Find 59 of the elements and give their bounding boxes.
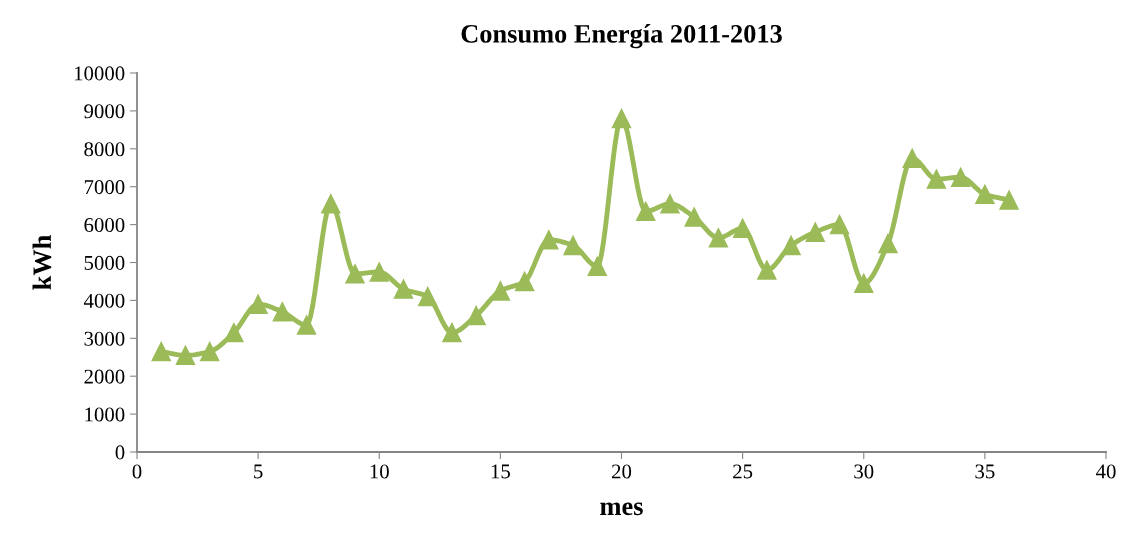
x-tick-label: 15 — [491, 464, 510, 479]
x-tick-label: 30 — [854, 464, 874, 479]
point — [539, 230, 559, 250]
point — [296, 315, 317, 335]
point — [636, 201, 656, 222]
x-tick-label: 35 — [975, 464, 995, 479]
x-tick-label: 25 — [733, 464, 753, 479]
point — [248, 294, 268, 314]
x-tick-label: 10 — [370, 464, 389, 479]
point — [708, 228, 729, 248]
point — [321, 194, 341, 214]
point — [902, 148, 922, 168]
y-tick-label: 6000 — [84, 217, 125, 233]
y-tick-label: 7000 — [84, 180, 125, 195]
x-axis-title: mes — [600, 502, 643, 516]
point — [417, 286, 438, 307]
point — [151, 341, 171, 362]
y-tick-label: 3000 — [84, 331, 125, 346]
y-tick-label: 10000 — [74, 66, 125, 81]
point — [466, 305, 486, 326]
x-tick-label: 40 — [1095, 464, 1116, 479]
y-tick-label: 4000 — [83, 293, 125, 308]
point — [224, 322, 244, 343]
point — [199, 341, 220, 362]
point — [345, 264, 365, 284]
point — [490, 281, 511, 301]
point — [732, 218, 753, 239]
x-tick-label: 20 — [612, 464, 632, 479]
point — [999, 190, 1019, 210]
point — [442, 322, 462, 343]
point — [854, 273, 874, 294]
y-tick-label: 5000 — [84, 255, 125, 270]
point — [660, 194, 680, 214]
point — [684, 207, 704, 227]
point — [514, 271, 535, 292]
point — [175, 345, 196, 366]
point — [272, 302, 293, 322]
point — [563, 235, 583, 256]
y-tick-label: 2000 — [84, 369, 125, 384]
point — [829, 214, 850, 235]
point — [805, 222, 826, 242]
y-axis-title: kWh — [32, 235, 52, 290]
point — [757, 260, 777, 280]
point — [878, 233, 898, 254]
point — [369, 262, 389, 282]
point — [950, 167, 971, 187]
y-tick-label: 0 — [115, 445, 125, 460]
y-tick-label: 9000 — [84, 104, 125, 119]
point — [975, 184, 995, 205]
point — [781, 235, 801, 256]
point — [926, 169, 947, 189]
y-tick-label: 1000 — [85, 407, 125, 422]
x-tick-label: 5 — [254, 464, 263, 479]
point — [611, 108, 632, 129]
x-tick-label: 0 — [132, 464, 142, 479]
point — [587, 256, 607, 277]
point — [393, 279, 414, 299]
chart-title: Consumo Energía 2011-2013 — [461, 24, 782, 49]
y-tick-label: 8000 — [84, 142, 125, 157]
